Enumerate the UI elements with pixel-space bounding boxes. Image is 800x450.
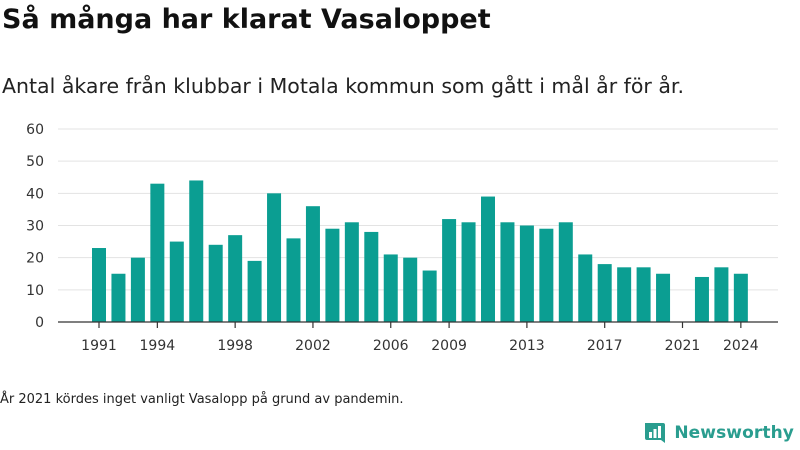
x-tick-label-2002: 2002 — [295, 338, 331, 354]
y-tick-label-40: 40 — [26, 186, 44, 202]
x-tick-label-2021: 2021 — [665, 338, 701, 354]
bar-2014 — [539, 228, 554, 322]
bar-2009 — [442, 219, 457, 322]
x-tick-label-2024: 2024 — [723, 338, 759, 354]
bar-2010 — [461, 222, 476, 322]
chart-title: Så många har klarat Vasaloppet — [2, 4, 491, 35]
bar-2002 — [305, 206, 320, 322]
bar-1998 — [228, 235, 243, 322]
bar-2011 — [481, 196, 495, 322]
bar-2008 — [422, 270, 437, 322]
bars — [92, 180, 748, 322]
bar-1996 — [189, 180, 204, 322]
newsworthy-logo-icon — [645, 423, 666, 443]
y-axis-tick-labels: 0 10 20 30 40 50 60 — [26, 122, 44, 331]
y-tick-label-10: 10 — [26, 283, 44, 299]
bar-1991 — [92, 248, 106, 322]
bar-1993 — [130, 257, 145, 322]
y-tick-label-0: 0 — [35, 315, 44, 331]
y-tick-label-20: 20 — [26, 251, 44, 267]
x-tick-label-2006: 2006 — [373, 338, 409, 354]
x-tick-label-1998: 1998 — [217, 338, 253, 354]
bar-2013 — [519, 225, 534, 322]
bar-2003 — [325, 228, 340, 322]
bar-2024 — [733, 273, 748, 322]
bar-2018 — [617, 267, 632, 322]
bar-2023 — [714, 267, 729, 322]
x-tick-label-2009: 2009 — [431, 338, 467, 354]
x-tick-label-1994: 1994 — [140, 338, 176, 354]
bar-1995 — [169, 241, 184, 322]
bar-2022 — [694, 276, 709, 322]
bar-2015 — [558, 222, 573, 322]
y-tick-label-30: 30 — [26, 219, 44, 235]
bar-2000 — [267, 193, 282, 322]
bar-2012 — [500, 222, 515, 322]
bar-2001 — [286, 238, 301, 322]
bar-2017 — [597, 264, 612, 322]
bar-2006 — [383, 254, 398, 322]
bar-2007 — [403, 257, 418, 322]
y-tick-label-60: 60 — [26, 122, 44, 138]
newsworthy-logo: Newsworthy — [642, 419, 794, 447]
brand-name: Newsworthy — [674, 423, 794, 443]
x-tick-label-2013: 2013 — [509, 338, 545, 354]
bar-1999 — [247, 260, 262, 322]
chart-subtitle: Antal åkare från klubbar i Motala kommun… — [2, 74, 684, 98]
bar-chart: 0 10 20 30 40 50 60 1991 1994 1998 2002 2006 2009 20… — [26, 122, 778, 354]
footnote: År 2021 kördes inget vanligt Vasalopp på… — [0, 392, 404, 407]
bar-2016 — [578, 254, 593, 322]
gridlines — [58, 128, 778, 291]
bar-2020 — [656, 273, 671, 322]
bar-2004 — [344, 222, 359, 322]
bar-2019 — [636, 267, 651, 322]
bar-2005 — [364, 231, 379, 322]
bar-1994 — [150, 183, 165, 322]
bar-1992 — [111, 273, 126, 322]
x-tick-label-2017: 2017 — [587, 338, 623, 354]
x-axis-ticks: 1991 1994 1998 2002 2006 2009 2013 2017 2021 2024 — [81, 322, 759, 354]
x-tick-label-1991: 1991 — [81, 338, 117, 354]
y-tick-label-50: 50 — [26, 154, 44, 170]
bar-1997 — [208, 244, 223, 322]
